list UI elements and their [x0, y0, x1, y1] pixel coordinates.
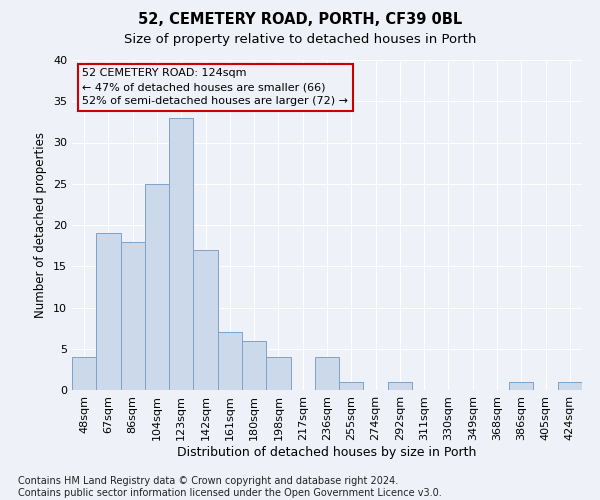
Bar — [169, 118, 193, 390]
Bar — [558, 382, 582, 390]
Bar — [72, 357, 96, 390]
Bar — [315, 357, 339, 390]
Bar — [218, 332, 242, 390]
Bar — [121, 242, 145, 390]
Bar — [193, 250, 218, 390]
Bar — [509, 382, 533, 390]
X-axis label: Distribution of detached houses by size in Porth: Distribution of detached houses by size … — [178, 446, 476, 458]
Bar — [145, 184, 169, 390]
Bar — [388, 382, 412, 390]
Text: Contains HM Land Registry data © Crown copyright and database right 2024.
Contai: Contains HM Land Registry data © Crown c… — [18, 476, 442, 498]
Text: Size of property relative to detached houses in Porth: Size of property relative to detached ho… — [124, 32, 476, 46]
Bar — [339, 382, 364, 390]
Bar — [242, 340, 266, 390]
Bar — [96, 233, 121, 390]
Y-axis label: Number of detached properties: Number of detached properties — [34, 132, 47, 318]
Bar — [266, 357, 290, 390]
Text: 52, CEMETERY ROAD, PORTH, CF39 0BL: 52, CEMETERY ROAD, PORTH, CF39 0BL — [138, 12, 462, 28]
Text: 52 CEMETERY ROAD: 124sqm
← 47% of detached houses are smaller (66)
52% of semi-d: 52 CEMETERY ROAD: 124sqm ← 47% of detach… — [82, 68, 348, 106]
